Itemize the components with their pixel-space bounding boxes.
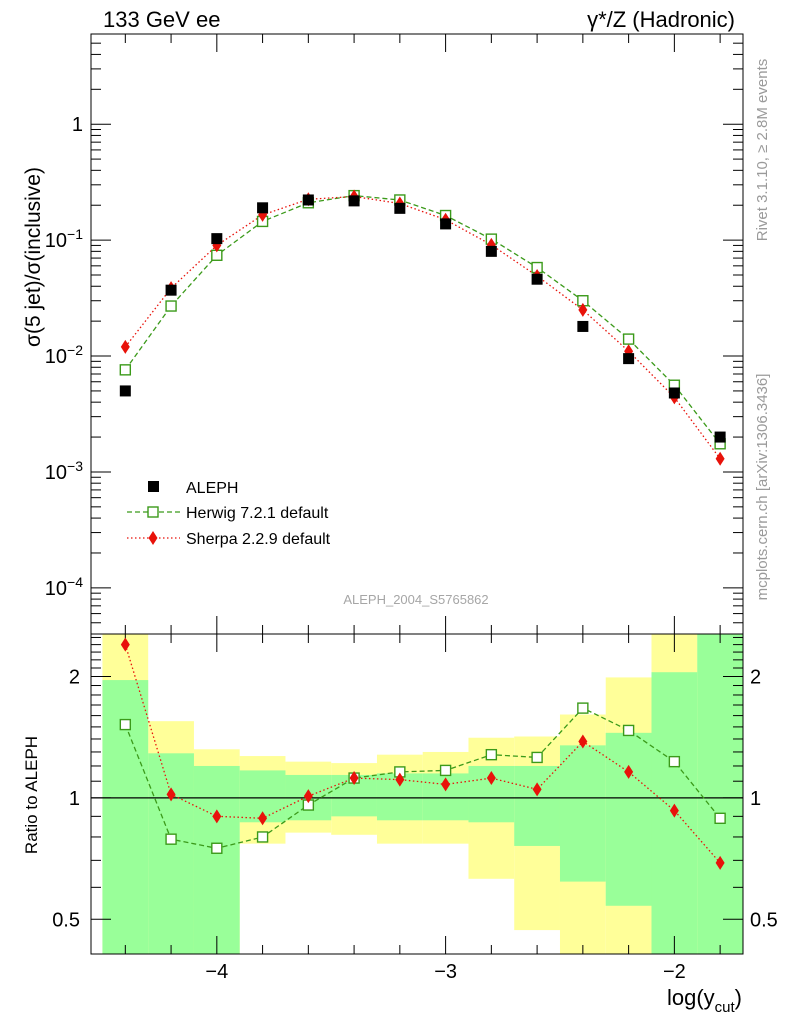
main-y-tick-label: 10−4 <box>45 574 83 600</box>
main-line-open-square <box>124 194 721 445</box>
analysis-watermark: ALEPH_2004_S5765862 <box>343 592 488 607</box>
main-point <box>211 233 223 245</box>
ratio-y-tick-label-right: 1 <box>750 788 761 810</box>
ratio-y-tick-labels: 0.5 0.5 1 1 2 2 <box>52 667 778 932</box>
main-point <box>578 302 588 317</box>
main-y-tick-labels: 10−4 10−3 10−2 10−1 1 <box>45 114 83 600</box>
ratio-point <box>622 724 635 737</box>
ratio-point <box>624 764 634 779</box>
x-axis-title: log(ycut) <box>667 985 742 1016</box>
ratio-point <box>258 811 268 826</box>
ratio-point <box>439 764 452 777</box>
x-tick-label: −2 <box>663 961 686 983</box>
legend-herwig-marker <box>147 506 159 518</box>
ratio-y-tick-label-left: 0.5 <box>52 909 80 931</box>
legend-aleph-marker <box>148 481 159 492</box>
main-point <box>348 195 360 207</box>
ratio-point <box>486 771 496 786</box>
ratio-point <box>578 734 588 749</box>
main-point <box>394 202 406 214</box>
ratio-series-lines <box>124 644 721 864</box>
header-left-title: 133 GeV ee <box>103 7 220 32</box>
legend: ALEPH Herwig 7.2.1 default Sherpa 2.2.9 … <box>127 480 331 548</box>
legend-aleph-label: ALEPH <box>186 480 238 497</box>
green-band-bin <box>193 765 240 954</box>
header-right-title: γ*/Z (Hadronic) <box>587 7 735 32</box>
ratio-point <box>531 751 543 764</box>
ratio-point <box>577 702 589 714</box>
ratio-point <box>668 755 681 768</box>
legend-sherpa-marker <box>148 531 158 545</box>
legend-herwig-label: Herwig 7.2.1 default <box>186 505 329 522</box>
main-y-tick-label: 10−1 <box>45 226 83 252</box>
green-band-bin <box>605 732 652 906</box>
main-y-tick-label: 1 <box>72 114 83 136</box>
ratio-data-markers <box>119 637 726 870</box>
main-y-axis-title: σ(5 jet)/σ(inclusive) <box>22 167 45 347</box>
main-point <box>531 273 543 285</box>
ratio-point <box>532 782 542 797</box>
green-band-bin <box>697 634 743 954</box>
ratio-point <box>714 812 726 824</box>
green-band-bin <box>148 753 194 954</box>
ratio-point <box>119 718 132 731</box>
main-point <box>165 300 177 312</box>
main-point <box>577 320 589 332</box>
ratio-point <box>349 771 359 786</box>
legend-sherpa-label: Sherpa 2.2.9 default <box>186 531 331 548</box>
ratio-point <box>485 748 498 761</box>
ratio-y-tick-label-left: 2 <box>69 667 80 689</box>
ratio-y-axis-title: Ratio to ALEPH <box>22 736 41 854</box>
mcplots-credit-text: mcplots.cern.ch [arXiv:1306.3436] <box>754 374 771 601</box>
ratio-y-tick-label-left: 1 <box>69 788 80 810</box>
x-tick-labels: −4 −3 −2 <box>205 961 685 983</box>
ratio-point <box>303 789 313 804</box>
main-point <box>257 202 269 214</box>
main-point <box>119 385 131 397</box>
main-y-tick-label: 10−3 <box>45 458 83 484</box>
green-band-bin <box>559 745 606 882</box>
main-point <box>715 451 725 466</box>
ratio-y-tick-label-right: 0.5 <box>750 909 778 931</box>
main-point <box>440 218 452 230</box>
ratio-panel-frame <box>90 633 744 955</box>
ratio-point <box>715 855 725 870</box>
main-y-tick-label: 10−2 <box>45 342 83 368</box>
ratio-point <box>669 803 679 818</box>
x-tick-label: −4 <box>205 961 228 983</box>
main-point <box>119 364 132 376</box>
main-line-filled-diamond <box>124 195 721 460</box>
ratio-point <box>441 777 451 792</box>
main-point <box>302 194 314 206</box>
main-point <box>165 284 177 296</box>
x-tick-label: −3 <box>434 961 457 983</box>
rivet-version-text: Rivet 3.1.10, ≥ 2.8M events <box>754 59 771 242</box>
ratio-line-open-square <box>124 707 721 849</box>
main-data-markers <box>119 189 726 466</box>
main-point <box>668 387 680 399</box>
main-point <box>622 333 635 345</box>
main-point <box>714 431 726 443</box>
ratio-point <box>165 833 177 845</box>
ratio-point <box>211 842 223 854</box>
ratio-y-tick-label-right: 2 <box>750 667 761 689</box>
main-point <box>485 245 497 257</box>
main-series-lines <box>124 194 721 460</box>
green-band-bin <box>514 765 560 846</box>
ratio-point <box>212 809 222 824</box>
ratio-point <box>256 831 269 843</box>
ratio-point <box>166 787 176 802</box>
uncertainty-bands <box>102 634 743 954</box>
ratio-point <box>395 772 405 787</box>
main-point <box>120 339 130 354</box>
ratio-point <box>120 637 130 652</box>
main-point <box>623 353 635 365</box>
